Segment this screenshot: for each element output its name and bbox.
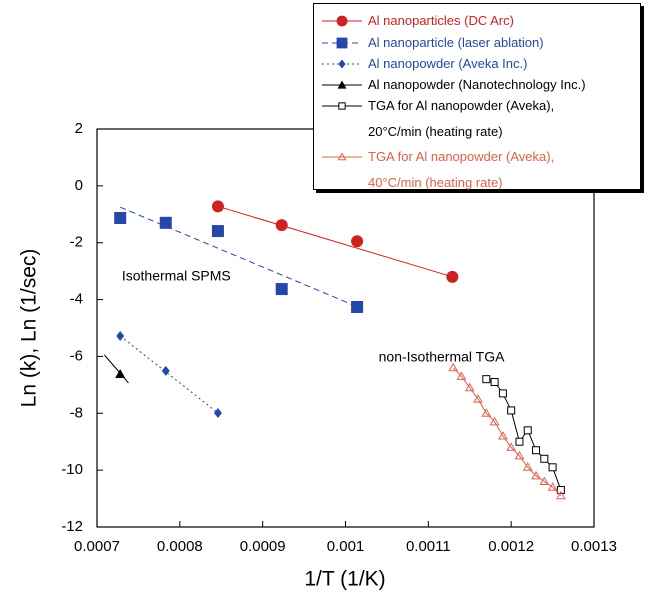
x-tick-label: 0.001 (327, 538, 365, 555)
legend-item: Al nanoparticle (laser ablation) (322, 35, 544, 56)
marker (115, 369, 126, 379)
x-tick-label: 0.0008 (157, 538, 203, 555)
marker (547, 482, 558, 491)
legend-icon (322, 102, 362, 110)
legend-label: Al nanopowder (Aveka Inc.) (368, 56, 528, 71)
marker (446, 270, 459, 283)
marker (213, 408, 222, 419)
marker (464, 382, 475, 392)
marker (338, 59, 346, 69)
legend-label: TGA for Al nanopowder (Aveka), 20°C/min … (368, 98, 555, 139)
legend-icon (322, 59, 362, 69)
y-tick-label: -10 (61, 461, 83, 478)
marker (338, 102, 346, 110)
marker (490, 378, 499, 387)
y-tick-label: -2 (70, 234, 83, 251)
marker (275, 283, 288, 296)
marker (498, 389, 507, 398)
marker (532, 446, 541, 455)
marker (275, 219, 288, 232)
marker (482, 375, 491, 384)
marker (211, 200, 224, 213)
legend-item: TGA for Al nanopowder (Aveka), 40°C/min … (322, 149, 554, 196)
marker (351, 235, 364, 248)
legend-icon (322, 152, 362, 161)
marker (540, 454, 549, 463)
marker (473, 394, 483, 403)
legend-icon (322, 15, 362, 27)
marker (336, 37, 348, 49)
marker (161, 365, 170, 376)
marker (522, 462, 533, 471)
marker (448, 362, 459, 372)
legend-label: Al nanoparticles (DC Arc) (368, 13, 514, 28)
marker (506, 442, 517, 451)
y-tick-label: -8 (70, 404, 83, 421)
marker (351, 300, 364, 313)
marker (211, 225, 224, 238)
marker (481, 408, 492, 417)
fit-line (119, 206, 358, 308)
y-tick-label: 2 (75, 120, 83, 137)
marker (531, 470, 541, 480)
marker (489, 416, 500, 426)
marker (556, 486, 565, 495)
y-axis-label: Ln (k), Ln (1/sec) (18, 249, 41, 408)
y-tick-label: 0 (75, 177, 83, 194)
y-tick-label: -12 (61, 518, 83, 535)
annotation: Isothermal SPMS (122, 268, 231, 284)
y-tick-label: -6 (70, 347, 83, 364)
marker (114, 211, 127, 224)
marker (159, 216, 172, 229)
marker (556, 490, 566, 500)
annotation: non-Isothermal TGA (379, 349, 505, 365)
marker (514, 450, 525, 460)
x-tick-label: 0.0009 (240, 538, 286, 555)
legend: Al nanoparticles (DC Arc) Al nanoparticle… (313, 3, 641, 190)
marker (523, 426, 532, 435)
marker (456, 371, 467, 380)
legend-label: TGA for Al nanopowder (Aveka), 40°C/min … (368, 149, 555, 190)
series-line (486, 378, 562, 491)
y-tick-label: -4 (70, 291, 83, 308)
fit-line (104, 354, 129, 384)
x-tick-label: 0.0007 (74, 538, 120, 555)
marker (507, 406, 516, 415)
marker (539, 476, 550, 486)
x-tick-label: 0.0011 (406, 538, 451, 555)
x-tick-label: 0.0013 (571, 538, 617, 555)
marker (498, 431, 508, 440)
legend-label: Al nanoparticle (laser ablation) (368, 35, 544, 50)
legend-icon (322, 37, 362, 49)
marker (548, 463, 557, 472)
marker (515, 437, 524, 446)
legend-item: TGA for Al nanopowder (Aveka), 20°C/min … (322, 98, 554, 145)
legend-item: Al nanopowder (Aveka Inc.) (322, 56, 527, 77)
legend-icon (322, 80, 362, 89)
marker (337, 80, 347, 89)
legend-item: Al nanoparticles (DC Arc) (322, 13, 514, 34)
x-tick-label: 0.0012 (488, 538, 534, 555)
marker (116, 330, 125, 341)
series-line (452, 367, 562, 497)
fit-line (119, 335, 219, 414)
legend-item: Al nanopowder (Nanotechnology Inc.) (322, 77, 586, 98)
x-axis-label: 1/T (1/K) (304, 568, 385, 591)
marker (336, 15, 348, 27)
marker (337, 152, 347, 161)
fit-line (217, 205, 453, 278)
legend-label: Al nanopowder (Nanotechnology Inc.) (368, 77, 586, 92)
